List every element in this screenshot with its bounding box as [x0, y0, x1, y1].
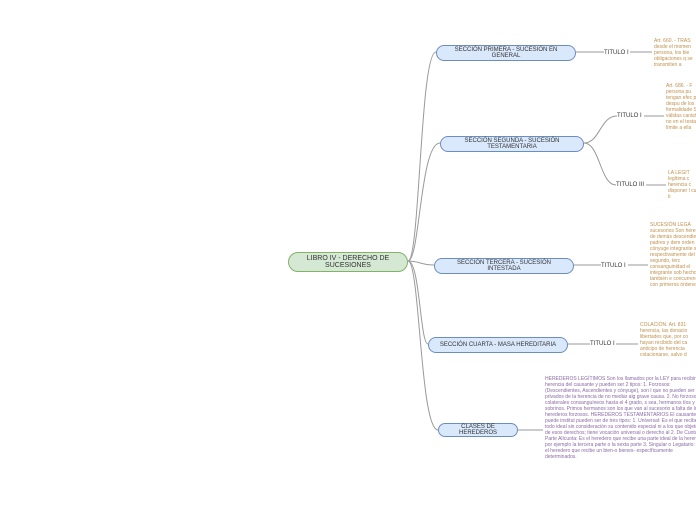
- section-label: SECCIÓN SEGUNDA - SUCESIÓN TESTAMENTARIA: [447, 138, 577, 150]
- titulo-3[interactable]: TITULO I: [601, 263, 626, 269]
- section-label: CLASES DE HEREDEROS: [445, 424, 511, 436]
- titulo-1[interactable]: TITULO I: [604, 50, 629, 56]
- section-2[interactable]: SECCIÓN SEGUNDA - SUCESIÓN TESTAMENTARIA: [440, 136, 584, 152]
- titulo-2b[interactable]: TITULO III: [616, 182, 644, 188]
- titulo-2a[interactable]: TITULO I: [617, 113, 642, 119]
- body-4: SUCESIÓN LEGA sucesorios Son herederos d…: [650, 222, 696, 288]
- section-label: SECCIÓN TERCERA - SUCESIÓN INTESTADA: [441, 260, 567, 272]
- body-3: LA LEGIT legítima c herencia c disponer …: [668, 170, 696, 200]
- section-label: SECCIÓN PRIMERA - SUCESIÓN EN GENERAL: [443, 47, 569, 59]
- section-5[interactable]: CLASES DE HEREDEROS: [438, 423, 518, 437]
- root-node[interactable]: LIBRO IV - DERECHO DE SUCESIONES: [288, 252, 408, 272]
- section-3[interactable]: SECCIÓN TERCERA - SUCESIÓN INTESTADA: [434, 258, 574, 274]
- section-1[interactable]: SECCIÓN PRIMERA - SUCESIÓN EN GENERAL: [436, 45, 576, 61]
- section-label: SECCIÓN CUARTA - MASA HEREDITARIA: [440, 342, 556, 348]
- body-5: COLACIÓN. Art. 831 herencia, las donacio…: [640, 322, 696, 358]
- body-6: HEREDEROS LEGÍTIMOS Son los llamados por…: [545, 376, 696, 460]
- root-label: LIBRO IV - DERECHO DE SUCESIONES: [295, 255, 401, 269]
- body-2: Art. 686. - F persona pu tengan efec par…: [666, 83, 696, 131]
- section-4[interactable]: SECCIÓN CUARTA - MASA HEREDITARIA: [428, 337, 568, 353]
- body-1: Art. 660. - TRAS desde el momen persona,…: [654, 38, 696, 68]
- titulo-4[interactable]: TITULO I: [590, 341, 615, 347]
